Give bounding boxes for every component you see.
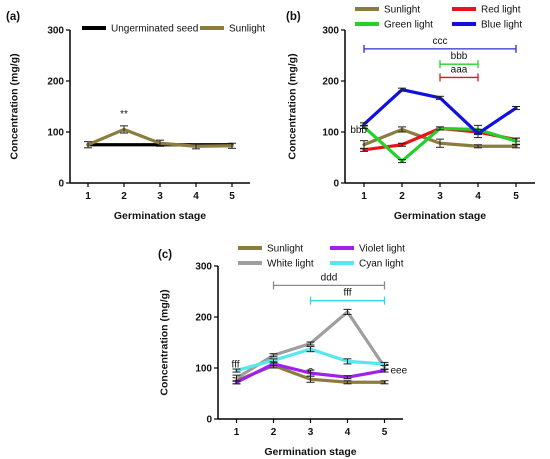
- point-annotation: **: [120, 109, 128, 120]
- legend-label: White light: [267, 259, 314, 270]
- y-tick-label: 300: [47, 26, 64, 37]
- x-tick-label: 1: [85, 191, 91, 202]
- bracket-label: aaa: [451, 64, 468, 75]
- x-axis-title: Germination stage: [264, 446, 356, 458]
- legend-label: Green light: [384, 20, 433, 31]
- y-axis-title: Concentration (mg/g): [287, 53, 299, 159]
- legend-label: Sunlight: [267, 244, 303, 255]
- y-axis-title: Concentration (mg/g): [9, 53, 21, 159]
- point-annotation: eee: [391, 366, 408, 377]
- y-tick-label: 200: [322, 77, 339, 88]
- x-tick-label: 2: [121, 191, 127, 202]
- x-tick-label: 3: [157, 191, 163, 202]
- legend-label: Sunlight: [229, 24, 265, 35]
- bracket-label: bbb: [451, 51, 468, 62]
- y-tick-label: 200: [47, 77, 64, 88]
- y-tick-label: 0: [58, 179, 64, 190]
- panel-3: (c) 0 100 200 300 1 2 3 4 5 Germination stage Conce…: [158, 244, 408, 459]
- y-tick-label: 300: [195, 262, 212, 273]
- x-tick-label: 5: [229, 191, 235, 202]
- legend-label: Red light: [481, 5, 521, 16]
- point-annotation: e: [308, 366, 314, 377]
- y-tick-label: 100: [322, 128, 339, 139]
- panel-label: (c): [158, 249, 172, 261]
- y-tick-label: 300: [322, 26, 339, 37]
- legend-label: Cyan light: [359, 259, 404, 270]
- y-axis-title: Concentration (mg/g): [159, 289, 171, 395]
- legend-label: Ungerminated seed: [111, 24, 198, 35]
- x-tick-label: 2: [399, 191, 405, 202]
- legend-label: Sunlight: [384, 5, 420, 16]
- bracket-label: ddd: [321, 272, 338, 283]
- y-tick-label: 100: [47, 128, 64, 139]
- legend-label: Violet light: [359, 244, 405, 255]
- point-annotation: bbb: [350, 125, 367, 136]
- y-tick-label: 0: [333, 179, 339, 190]
- panel-label: (a): [6, 11, 20, 23]
- x-tick-label: 1: [361, 191, 367, 202]
- y-tick-label: 200: [195, 313, 212, 324]
- x-axis-title: Germination stage: [114, 210, 206, 222]
- legend-label: Blue light: [481, 20, 522, 31]
- bracket-label: ccc: [433, 36, 448, 47]
- panel-1: (a) 0 100 200 300 1 2 3 4 5 Germination stage Conce…: [6, 11, 265, 222]
- x-tick-label: 1: [234, 427, 240, 438]
- bracket-label: fff: [344, 288, 352, 299]
- x-tick-label: 3: [437, 191, 443, 202]
- x-tick-label: 2: [271, 427, 277, 438]
- y-tick-label: 0: [206, 415, 212, 426]
- x-tick-label: 4: [345, 427, 351, 438]
- x-tick-label: 4: [475, 191, 481, 202]
- x-tick-label: 5: [382, 427, 388, 438]
- x-tick-label: 4: [193, 191, 199, 202]
- panel-2: (b) 0 100 200 300 1 2 3 4 5 Germination stage Conce…: [286, 5, 535, 222]
- panel-label: (b): [286, 11, 301, 23]
- x-axis-title: Germination stage: [394, 210, 486, 222]
- x-tick-label: 5: [513, 191, 519, 202]
- point-annotation: fff: [232, 359, 240, 370]
- y-tick-label: 100: [195, 364, 212, 375]
- x-tick-label: 3: [308, 427, 314, 438]
